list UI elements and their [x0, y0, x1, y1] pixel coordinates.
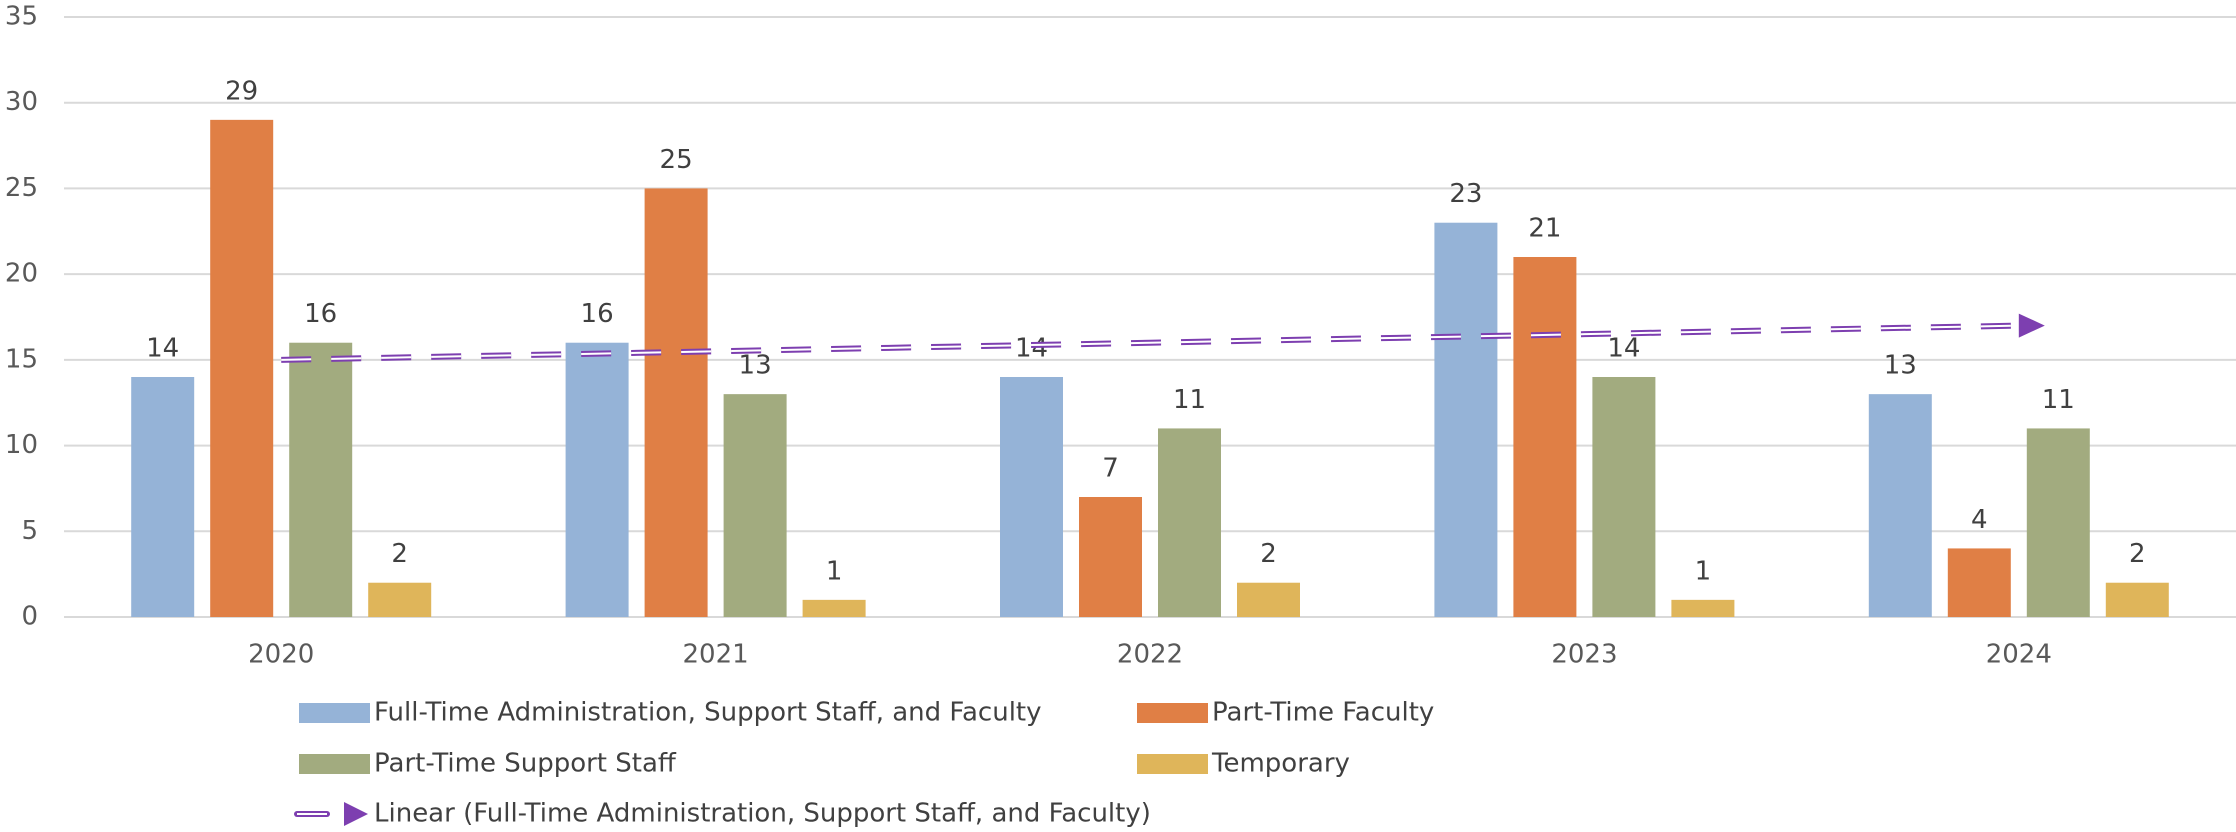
bar [1079, 497, 1142, 617]
data-label: 1 [826, 556, 843, 586]
bar [1868, 394, 1932, 617]
data-label: 2 [2129, 539, 2146, 569]
data-label: 4 [1971, 505, 1988, 535]
data-label: 21 [1528, 214, 1561, 244]
data-label: 1 [1695, 556, 1712, 586]
data-label: 25 [660, 145, 693, 175]
y-tick-label: 30 [5, 87, 38, 117]
bar [1513, 257, 1577, 617]
bar [1000, 377, 1063, 617]
bar [289, 342, 353, 617]
legend-label: Linear (Full-Time Administration, Suppor… [374, 799, 1151, 829]
data-label: 29 [225, 76, 258, 106]
bar [2105, 582, 2169, 617]
y-tick-label: 15 [5, 344, 38, 374]
x-tick-label: 2023 [1551, 640, 1617, 670]
data-label: 14 [1015, 334, 1048, 364]
legend-label: Full-Time Administration, Support Staff,… [374, 698, 1042, 728]
y-tick-label: 20 [5, 259, 38, 289]
bar [1237, 582, 1300, 617]
y-tick-label: 10 [5, 430, 38, 460]
data-label: 7 [1102, 454, 1119, 484]
bar [1434, 222, 1498, 617]
data-label: 16 [581, 299, 614, 329]
legend-trend-arrow [344, 802, 368, 826]
legend-swatch [299, 703, 370, 723]
y-tick-label: 25 [5, 173, 38, 203]
legend-label: Temporary [1211, 749, 1350, 779]
data-label: 13 [739, 351, 772, 381]
bar [644, 188, 708, 617]
bar [131, 377, 195, 617]
y-tick-label: 5 [21, 516, 38, 546]
data-label: 16 [304, 299, 337, 329]
legend-label: Part-Time Faculty [1212, 698, 1434, 728]
data-label: 14 [146, 334, 179, 364]
data-label: 2 [1260, 539, 1277, 569]
legend-label: Part-Time Support Staff [374, 749, 677, 779]
x-tick-label: 2024 [1986, 640, 2052, 670]
x-tick-label: 2021 [683, 640, 749, 670]
y-tick-label: 0 [21, 602, 38, 632]
data-label: 14 [1607, 334, 1640, 364]
trendline-inner [281, 324, 2019, 361]
bar [723, 394, 787, 617]
legend-swatch [1137, 754, 1208, 774]
bar [210, 119, 274, 617]
data-label: 11 [2042, 385, 2075, 415]
legend-swatch [1137, 703, 1208, 723]
bar [368, 582, 432, 617]
data-label: 2 [391, 539, 408, 569]
bar [1671, 599, 1735, 617]
bar [802, 599, 866, 617]
trend-arrow [2018, 313, 2045, 338]
x-tick-label: 2022 [1117, 640, 1183, 670]
bar [1592, 377, 1656, 617]
bar [2026, 428, 2090, 617]
data-label: 23 [1449, 179, 1482, 209]
legend-swatch [299, 754, 370, 774]
bar [1158, 428, 1221, 617]
data-label: 11 [1173, 385, 1206, 415]
data-label: 13 [1884, 351, 1917, 381]
y-tick-label: 35 [5, 2, 38, 32]
x-tick-label: 2020 [248, 640, 314, 670]
bar [1947, 548, 2011, 617]
bar [565, 342, 629, 617]
